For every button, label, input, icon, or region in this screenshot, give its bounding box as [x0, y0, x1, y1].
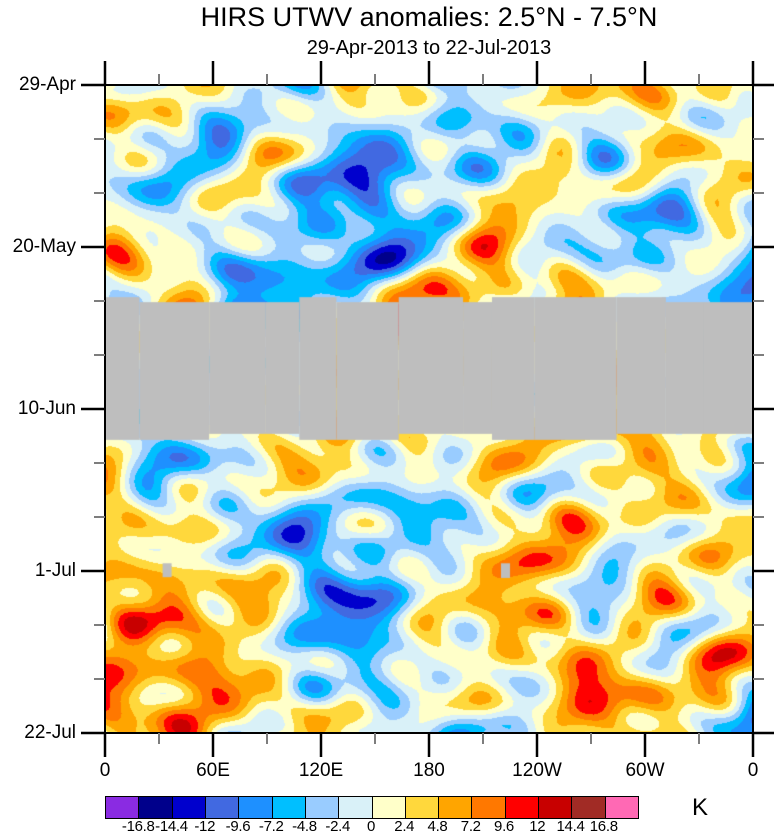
- colorbar-tick-label: 12: [529, 818, 546, 834]
- colorbar-segment: [172, 797, 206, 818]
- colorbar-segment: [205, 797, 240, 818]
- colorbar-tick-label: 7.2: [460, 818, 481, 834]
- colorbar-segment: [572, 797, 606, 818]
- colorbar-tick-label: 4.8: [427, 818, 448, 834]
- colorbar-tick-label: 9.6: [494, 818, 514, 834]
- x-tick-label: 120E: [298, 760, 344, 781]
- colorbar-segment: [305, 797, 340, 818]
- colorbar-segment: [472, 797, 506, 818]
- colorbar-segment: [505, 797, 540, 818]
- colorbar-segment: [605, 797, 638, 818]
- colorbar-tick-label: -4.8: [292, 818, 317, 834]
- colorbar-unit-label: K: [692, 794, 709, 821]
- x-tick-label: 60E: [196, 760, 230, 781]
- colorbar-segment: [272, 797, 306, 818]
- page-title: HIRS UTWV anomalies: 2.5°N - 7.5°N: [200, 2, 658, 32]
- colorbar-segment: [405, 797, 440, 818]
- contour-field-canvas: [105, 85, 753, 733]
- subtitle: 29-Apr-2013 to 22-Jul-2013: [306, 37, 552, 59]
- colorbar-tick-label: 0: [366, 818, 376, 834]
- colorbar-tick-label: -9.6: [225, 818, 251, 834]
- colorbar-tick-label: 14.4: [556, 818, 585, 834]
- colorbar-segment: [339, 797, 373, 818]
- colorbar-tick-label: -14.4: [155, 818, 188, 834]
- colorbar-tick-label: 16.8: [589, 818, 618, 834]
- colorbar-tick-label: -12: [194, 818, 216, 834]
- colorbar-tick-label: -7.2: [258, 818, 284, 834]
- colorbar-segment: [139, 797, 173, 818]
- colorbar-tick-label: 2.4: [394, 818, 415, 834]
- colorbar-segment: [372, 797, 406, 818]
- colorbar-segment: [106, 797, 140, 818]
- x-tick-label: 120W: [512, 760, 562, 781]
- colorbar-segment: [539, 797, 573, 818]
- y-tick-label: 29-Apr: [18, 74, 76, 95]
- x-tick-label: 0: [99, 760, 111, 781]
- y-tick-label: 20-May: [12, 236, 76, 257]
- colorbar-segment: [239, 797, 273, 818]
- x-tick-label: 0: [747, 760, 759, 781]
- x-tick-label: 180: [413, 760, 445, 781]
- y-tick-label: 1-Jul: [34, 560, 76, 581]
- colorbar-tick-label: -2.4: [325, 818, 351, 834]
- y-tick-label: 22-Jul: [24, 722, 76, 743]
- x-tick-label: 60W: [625, 760, 665, 781]
- y-tick-label: 10-Jun: [17, 398, 76, 419]
- colorbar-tick-label: -16.8: [121, 818, 155, 834]
- colorbar: [105, 796, 639, 819]
- colorbar-segment: [439, 797, 473, 818]
